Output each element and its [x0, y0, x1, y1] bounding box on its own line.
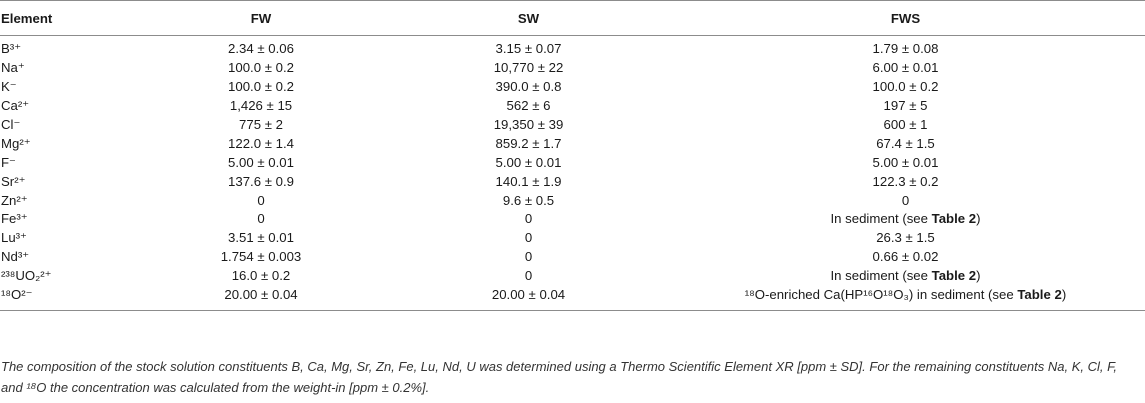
element-cell: F⁻: [1, 154, 17, 170]
value-cell: 3.15 ± 0.07: [495, 41, 562, 57]
value-cell: 9.6 ± 0.5: [502, 192, 555, 208]
cell-text: ): [1061, 287, 1067, 303]
element-cell: Sr²⁺: [1, 173, 26, 189]
value-cell: 0: [257, 192, 265, 208]
value-cell: 67.4 ± 1.5: [876, 135, 935, 151]
value-cell: 100.0 ± 0.2: [228, 60, 294, 76]
element-cell: ²³⁸UO₂²⁺: [1, 268, 52, 284]
header-cell: FW: [250, 10, 272, 26]
value-cell: 100.0 ± 0.2: [872, 79, 939, 95]
table-reference: Table 2: [931, 268, 977, 284]
element-cell: Ca²⁺: [1, 98, 30, 114]
table-row: B³⁺ 2.34 ± 0.06 3.15 ± 0.07 1.79 ± 0.08: [0, 36, 1145, 59]
value-cell: 0: [524, 268, 533, 284]
value-cell: 140.1 ± 1.9: [495, 173, 562, 189]
element-cell: Zn²⁺: [1, 192, 28, 208]
header-cell: FWS: [890, 10, 921, 26]
value-cell: 5.00 ± 0.01: [872, 154, 939, 170]
table-body: B³⁺ 2.34 ± 0.06 3.15 ± 0.07 1.79 ± 0.08 Na⁺ 1…: [0, 36, 1145, 311]
value-cell: 0: [257, 211, 265, 227]
table-row: Sr²⁺ 137.6 ± 0.9 140.1 ± 1.9 122.3 ± 0.2: [0, 172, 1145, 191]
value-cell: 1.79 ± 0.08: [872, 41, 939, 57]
table-row: ²³⁸UO₂²⁺ 16.0 ± 0.2 0 In sediment (see Tabl…: [0, 267, 1145, 286]
data-table: Element FW SW FWS B³⁺ 2.34 ± 0.06 3.15 ± 0…: [0, 0, 1145, 311]
header-cell: Element: [1, 10, 53, 26]
cell-text: ): [976, 268, 981, 284]
cell-text: ¹⁸O-enriched Ca(HP¹⁶O¹⁸O₃) in sediment (…: [744, 287, 1018, 303]
value-cell: 390.0 ± 0.8: [495, 79, 562, 95]
table-reference: Table 2: [931, 211, 977, 227]
table-row: K⁻ 100.0 ± 0.2 390.0 ± 0.8 100.0 ± 0.2: [0, 78, 1145, 97]
value-cell: 3.51 ± 0.01: [228, 230, 294, 246]
table-row: ¹⁸O²⁻ 20.00 ± 0.04 20.00 ± 0.04 ¹⁸O-enriche…: [0, 286, 1145, 311]
value-cell: 100.0 ± 0.2: [228, 79, 294, 95]
header-row: Element FW SW FWS: [0, 0, 1145, 36]
value-cell: 10,770 ± 22: [493, 60, 564, 76]
element-cell: Cl⁻: [1, 117, 21, 132]
value-cell: 0.66 ± 0.02: [872, 249, 939, 265]
value-cell: 137.6 ± 0.9: [228, 173, 294, 189]
footnote: The composition of the stock solution co…: [1, 359, 1117, 395]
cell-text: In sediment (see: [830, 211, 932, 227]
table-row: Nd³⁺ 1.754 ± 0.003 0 0.66 ± 0.02: [0, 248, 1145, 267]
value-cell: 0: [524, 249, 533, 265]
value-cell: 197 ± 5: [883, 98, 928, 114]
element-cell: ¹⁸O²⁻: [1, 287, 33, 303]
value-cell: 20.00 ± 0.04: [491, 287, 566, 303]
value-cell: In sediment (see Table 2): [666, 267, 1145, 286]
element-cell: Lu³⁺: [1, 230, 28, 246]
value-cell: 1,426 ± 15: [229, 98, 293, 114]
table-row: Mg²⁺ 122.0 ± 1.4 859.2 ± 1.7 67.4 ± 1.5: [0, 134, 1145, 153]
table-reference: Table 2: [1017, 287, 1062, 303]
table-row: Ca²⁺ 1,426 ± 15 562 ± 6 197 ± 5: [0, 97, 1145, 116]
value-cell: 0: [524, 230, 533, 246]
table-row: Fe³⁺ 0 0 In sediment (see Table 2): [0, 210, 1145, 229]
table-row: Na⁺ 100.0 ± 0.2 10,770 ± 22 6.00 ± 0.01: [0, 59, 1145, 78]
value-cell: 600 ± 1: [883, 117, 928, 132]
value-cell: 122.0 ± 1.4: [228, 135, 294, 151]
value-cell: 775 ± 2: [239, 117, 283, 132]
value-cell: 16.0 ± 0.2: [231, 268, 291, 284]
value-cell: 20.00 ± 0.04: [224, 287, 298, 303]
element-cell: Fe³⁺: [1, 211, 28, 227]
element-cell: B³⁺: [1, 41, 22, 57]
value-cell: 5.00 ± 0.01: [495, 154, 562, 170]
element-cell: Na⁺: [1, 60, 25, 76]
value-cell: 26.3 ± 1.5: [876, 230, 935, 246]
value-cell: In sediment (see Table 2): [666, 210, 1145, 229]
element-cell: Nd³⁺: [1, 249, 30, 265]
table-row: Cl⁻ 775 ± 2 19,350 ± 39 600 ± 1: [0, 116, 1145, 135]
cell-text: In sediment (see: [830, 268, 932, 284]
table-row: F⁻ 5.00 ± 0.01 5.00 ± 0.01 5.00 ± 0.01: [0, 153, 1145, 172]
value-cell: 5.00 ± 0.01: [228, 154, 294, 170]
value-cell: 859.2 ± 1.7: [495, 135, 562, 151]
value-cell: 0: [524, 211, 533, 227]
value-cell: 6.00 ± 0.01: [872, 60, 939, 76]
element-cell: K⁻: [1, 79, 17, 95]
value-cell: 562 ± 6: [506, 98, 551, 114]
table-row: Zn²⁺ 0 9.6 ± 0.5 0: [0, 191, 1145, 210]
cell-text: ): [976, 211, 981, 227]
value-cell: 1.754 ± 0.003: [220, 249, 302, 265]
value-cell: ¹⁸O-enriched Ca(HP¹⁶O¹⁸O₃) in sediment (…: [666, 286, 1145, 311]
value-cell: 19,350 ± 39: [493, 117, 564, 132]
element-cell: Mg²⁺: [1, 135, 31, 151]
value-cell: 122.3 ± 0.2: [872, 173, 939, 189]
value-cell: 0: [901, 192, 910, 208]
header-cell: SW: [517, 10, 540, 26]
value-cell: 2.34 ± 0.06: [228, 41, 294, 57]
table-row: Lu³⁺ 3.51 ± 0.01 0 26.3 ± 1.5: [0, 229, 1145, 248]
